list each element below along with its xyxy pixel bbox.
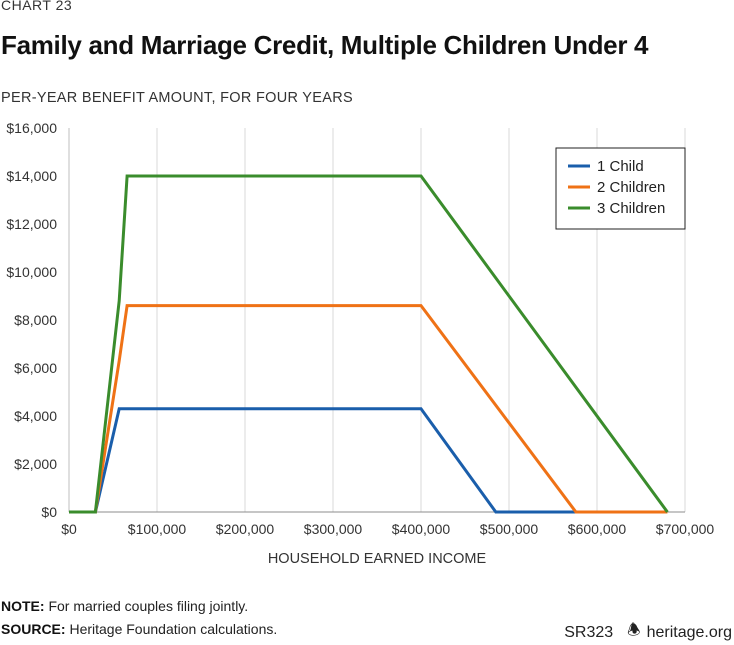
- y-tick-label: $16,000: [6, 120, 57, 136]
- note-label: NOTE:: [1, 598, 45, 614]
- legend-label: 1 Child: [597, 158, 644, 175]
- publisher: SR323 🕭 heritage.org: [564, 620, 732, 645]
- x-tick-label: $500,000: [480, 521, 539, 537]
- x-axis-title: HOUSEHOLD EARNED INCOME: [268, 551, 487, 567]
- source-label: SOURCE:: [1, 621, 66, 637]
- x-tick-label: $700,000: [656, 521, 715, 537]
- y-tick-label: $8,000: [14, 312, 57, 328]
- series-line-1-child: [69, 407, 576, 514]
- source-text: Heritage Foundation calculations.: [65, 621, 278, 637]
- x-tick-label: $300,000: [304, 521, 363, 537]
- report-id: SR323: [564, 623, 614, 641]
- website: heritage.org: [646, 623, 732, 641]
- y-tick-label: $6,000: [14, 360, 57, 376]
- y-tick-label: $14,000: [6, 168, 57, 184]
- axes: $0 $100,000 $200,000 $300,000 $400,000 $500,0…: [6, 120, 714, 537]
- series-line-3-children: [69, 174, 669, 514]
- y-tick-label: $0: [41, 504, 57, 520]
- x-tick-label: $100,000: [128, 521, 187, 537]
- bell-icon: 🕭: [627, 622, 641, 639]
- x-tick-label: $200,000: [216, 521, 275, 537]
- legend-label: 3 Children: [597, 200, 665, 217]
- note-text: For married couples filing jointly.: [44, 598, 249, 614]
- y-tick-label: $12,000: [6, 216, 57, 232]
- legend-label: 2 Children: [597, 179, 665, 196]
- chart-title: Family and Marriage Credit, Multiple Chi…: [1, 30, 649, 60]
- series-lines: [69, 174, 669, 514]
- chart-number: CHART 23: [1, 0, 73, 13]
- source: SOURCE: Heritage Foundation calculations…: [1, 621, 277, 637]
- note: NOTE: For married couples filing jointly…: [1, 598, 248, 614]
- x-tick-label: $0: [61, 521, 77, 537]
- legend: 1 Child 2 Children 3 Children: [555, 147, 686, 230]
- x-tick-label: $400,000: [392, 521, 451, 537]
- x-tick-label: $600,000: [568, 521, 627, 537]
- y-tick-label: $10,000: [6, 264, 57, 280]
- y-tick-label: $2,000: [14, 456, 57, 472]
- line-chart: $0 $100,000 $200,000 $300,000 $400,000 $500,0…: [6, 120, 714, 567]
- y-tick-label: $4,000: [14, 408, 57, 424]
- chart-subtitle: PER-YEAR BENEFIT AMOUNT, FOR FOUR YEARS: [1, 90, 353, 106]
